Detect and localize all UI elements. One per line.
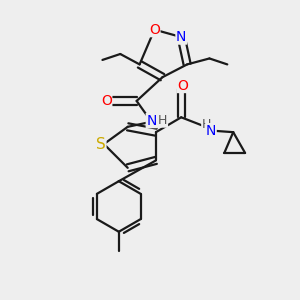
Text: N: N: [206, 124, 216, 138]
Text: H: H: [158, 114, 167, 127]
Text: N: N: [176, 30, 186, 44]
Text: O: O: [101, 94, 112, 108]
Text: N: N: [146, 114, 157, 128]
Text: S: S: [96, 136, 106, 152]
Text: O: O: [177, 79, 188, 92]
Text: O: O: [149, 22, 160, 37]
Text: H: H: [202, 118, 211, 131]
